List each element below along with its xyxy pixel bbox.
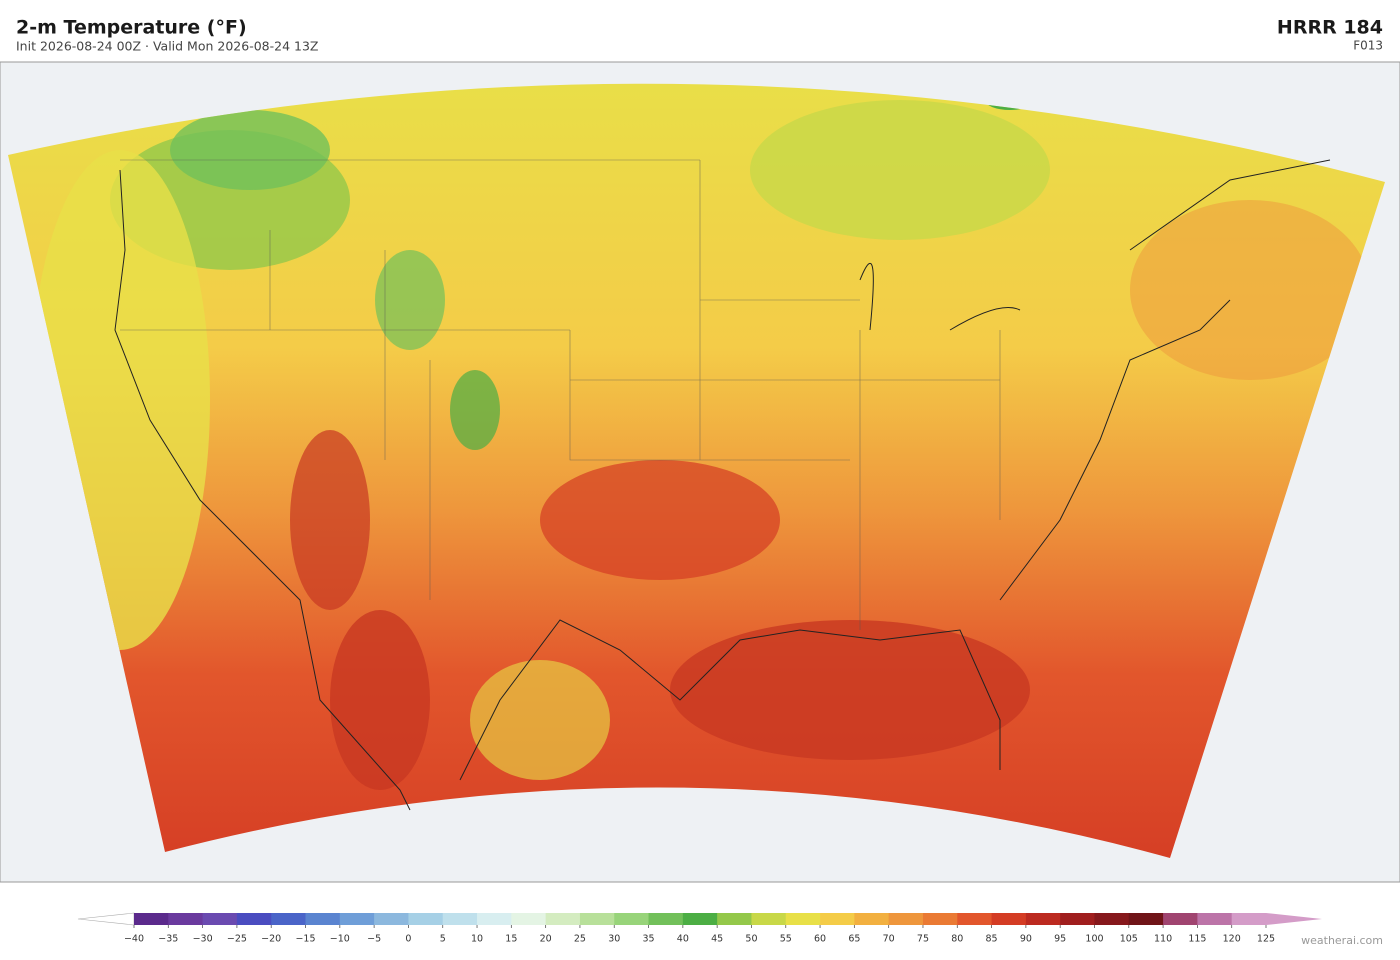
- colorbar-tick-label: 5: [440, 934, 446, 945]
- forecast-hour: F013: [1353, 39, 1383, 53]
- colorbar-tick-label: 80: [951, 934, 963, 945]
- colorbar-segment: [957, 913, 993, 925]
- colorbar-tick-label: −15: [295, 934, 315, 945]
- colorbar-segment: [1197, 913, 1233, 925]
- colorbar-tick-label: −30: [193, 934, 213, 945]
- colorbar-segment: [991, 913, 1027, 925]
- colorbar-segment: [820, 913, 855, 925]
- colorbar-tick-label: 90: [1020, 934, 1032, 945]
- colorbar-tick-label: 10: [471, 934, 483, 945]
- colorbar-tick-label: 75: [917, 934, 929, 945]
- colorbar-segment: [1094, 913, 1130, 925]
- subtitle: Init 2026-08-24 00Z · Valid Mon 2026-08-…: [16, 39, 318, 54]
- colorbar-segment: [1163, 913, 1198, 925]
- model-label: HRRR 184: [1277, 17, 1383, 39]
- colorbar-extension-high: [1266, 913, 1322, 925]
- colorbar-segment: [305, 913, 341, 925]
- colorbar-tick-label: −5: [367, 934, 381, 945]
- credit: weatherai.com: [1301, 934, 1383, 947]
- colorbar-segment: [682, 913, 718, 925]
- colorbar-segment: [442, 913, 478, 925]
- colorbar-segment: [168, 913, 204, 925]
- colorbar-segment: [751, 913, 787, 925]
- coastlines: [114, 159, 1331, 811]
- colorbar-tick-label: 50: [745, 934, 757, 945]
- colorbar-tick-label: 0: [405, 934, 411, 945]
- colorbar-segment: [579, 913, 615, 925]
- colorbar-segment: [922, 913, 958, 925]
- colorbar-segment: [271, 913, 307, 925]
- colorbar-tick-label: 120: [1223, 934, 1241, 945]
- colorbar-extension-low: [77, 912, 135, 926]
- colorbar-tick-label: 15: [505, 934, 517, 945]
- colorbar-segment: [1025, 913, 1061, 925]
- colorbar-segment: [339, 913, 375, 925]
- colorbar-segment: [511, 913, 547, 925]
- colorbar-segment: [236, 913, 272, 925]
- colorbar-tick-label: 70: [883, 934, 895, 945]
- title: 2-m Temperature (°F): [16, 17, 247, 39]
- colorbar-tick-label: −40: [124, 934, 144, 945]
- state-borders: [120, 159, 1001, 630]
- colorbar: −40 −35 −30 −25 −20 −15 −10 −5 0 5 10 15 20 25 30 35 40 4…: [77, 912, 1322, 945]
- colorbar-segment: [854, 913, 890, 925]
- colorbar-tick-label: −10: [330, 934, 350, 945]
- colorbar-segment: [648, 913, 684, 925]
- colorbar-tick-label: 105: [1120, 934, 1138, 945]
- colorbar-segment: [545, 913, 581, 925]
- colorbar-segment: [408, 913, 444, 925]
- colorbar-segment: [1060, 913, 1095, 925]
- colorbar-tick-label: −35: [158, 934, 178, 945]
- colorbar-tick-label: 115: [1188, 934, 1206, 945]
- colorbar-tick-label: 35: [642, 934, 654, 945]
- temperature-field: [8, 83, 1385, 858]
- colorbar-tick-label: 100: [1085, 934, 1103, 945]
- colorbar-tick-label: 110: [1154, 934, 1172, 945]
- colorbar-tick-label: 20: [540, 934, 552, 945]
- colorbar-tick-label: 45: [711, 934, 723, 945]
- colorbar-segment: [888, 913, 924, 925]
- colorbar-segment: [477, 913, 512, 925]
- colorbar-segment: [717, 913, 752, 925]
- colorbar-segment: [202, 913, 238, 925]
- colorbar-tick-label: 95: [1054, 934, 1066, 945]
- colorbar-tick-label: 65: [848, 934, 860, 945]
- colorbar-tick-label: 30: [608, 934, 620, 945]
- colorbar-tick-label: 25: [574, 934, 586, 945]
- colorbar-segment: [1231, 913, 1267, 925]
- colorbar-tick-label: 125: [1257, 934, 1275, 945]
- colorbar-segment: [1128, 913, 1164, 925]
- colorbar-tick-label: −25: [227, 934, 247, 945]
- colorbar-tick-label: 60: [814, 934, 826, 945]
- colorbar-tick-label: 40: [677, 934, 689, 945]
- colorbar-segment: [134, 913, 169, 925]
- colorbar-segment: [374, 913, 409, 925]
- colorbar-tick-label: 55: [780, 934, 792, 945]
- colorbar-segment: [785, 913, 821, 925]
- colorbar-tick-label: −20: [261, 934, 281, 945]
- colorbar-segment: [614, 913, 650, 925]
- colorbar-tick-label: 85: [986, 934, 998, 945]
